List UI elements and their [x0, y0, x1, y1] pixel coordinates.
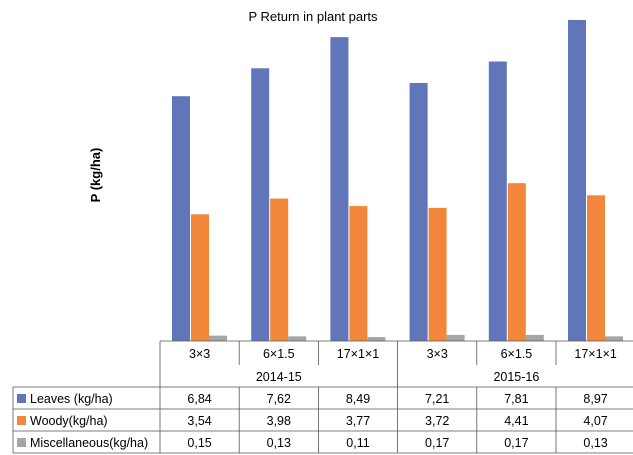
data-table-grid	[12, 340, 633, 454]
data-label: 3,77	[346, 414, 370, 428]
bar-s2-c0	[209, 335, 227, 341]
chart-title: P Return in plant parts	[248, 9, 378, 24]
group-label: 2015-16	[493, 370, 539, 384]
bars-layer	[172, 19, 623, 342]
y-axis-label: P (kg/ha)	[88, 148, 103, 203]
category-label: 17×1×1	[337, 347, 379, 361]
bar-s2-c4	[525, 334, 544, 341]
data-label: 3,54	[187, 414, 211, 428]
bar-s0-c4	[488, 61, 507, 341]
data-label: 0,13	[267, 436, 291, 450]
bar-s0-c0	[172, 96, 190, 341]
bar-s0-c5	[568, 19, 586, 342]
data-label: 0,13	[583, 436, 607, 450]
bar-s1-c0	[191, 214, 209, 341]
bar-s2-c1	[288, 336, 307, 341]
data-label: 4,41	[504, 414, 528, 428]
bar-s2-c2	[367, 337, 386, 341]
category-label: 6×1.5	[501, 347, 533, 361]
group-label: 2014-15	[256, 370, 302, 384]
category-label: 6×1.5	[263, 347, 295, 361]
bar-s1-c5	[587, 195, 605, 341]
bar-s0-c1	[251, 68, 270, 341]
data-label: 4,07	[583, 414, 607, 428]
bar-s0-c3	[409, 82, 428, 342]
legend-label: Miscellaneous(kg/ha)	[30, 436, 148, 450]
bar-s2-c3	[446, 334, 465, 341]
data-label: 0,11	[346, 436, 369, 450]
bar-s1-c4	[507, 183, 526, 341]
data-label: 7,81	[504, 392, 528, 406]
category-label: 3×3	[427, 347, 448, 361]
data-label: 3,98	[267, 414, 291, 428]
data-label: 8,49	[346, 392, 370, 406]
legend-swatch	[17, 416, 26, 425]
data-table: 3×3 6×1.5 17×1×1 3×3 6×1.5 17×1×1 2014-15 2015-…	[17, 347, 617, 450]
data-label: 0,15	[187, 436, 211, 450]
bar-s2-c5	[605, 336, 623, 341]
data-label: 0,17	[504, 436, 528, 450]
data-label: 7,62	[267, 392, 291, 406]
data-label: 6,84	[187, 392, 211, 406]
legend-label: Leaves (kg/ha)	[30, 392, 113, 406]
legend-label: Woody(kg/ha)	[30, 414, 108, 428]
data-label: 7,21	[425, 392, 449, 406]
bar-s1-c1	[270, 198, 289, 341]
category-label: 17×1×1	[574, 347, 616, 361]
legend-swatch	[17, 438, 26, 447]
bar-s0-c2	[330, 37, 349, 341]
legend-swatch	[17, 394, 26, 403]
category-label: 3×3	[189, 347, 210, 361]
bar-s1-c3	[428, 207, 447, 341]
data-label: 3,72	[425, 414, 449, 428]
bar-s1-c2	[349, 206, 368, 341]
data-label: 0,17	[425, 436, 449, 450]
data-label: 8,97	[583, 392, 607, 406]
